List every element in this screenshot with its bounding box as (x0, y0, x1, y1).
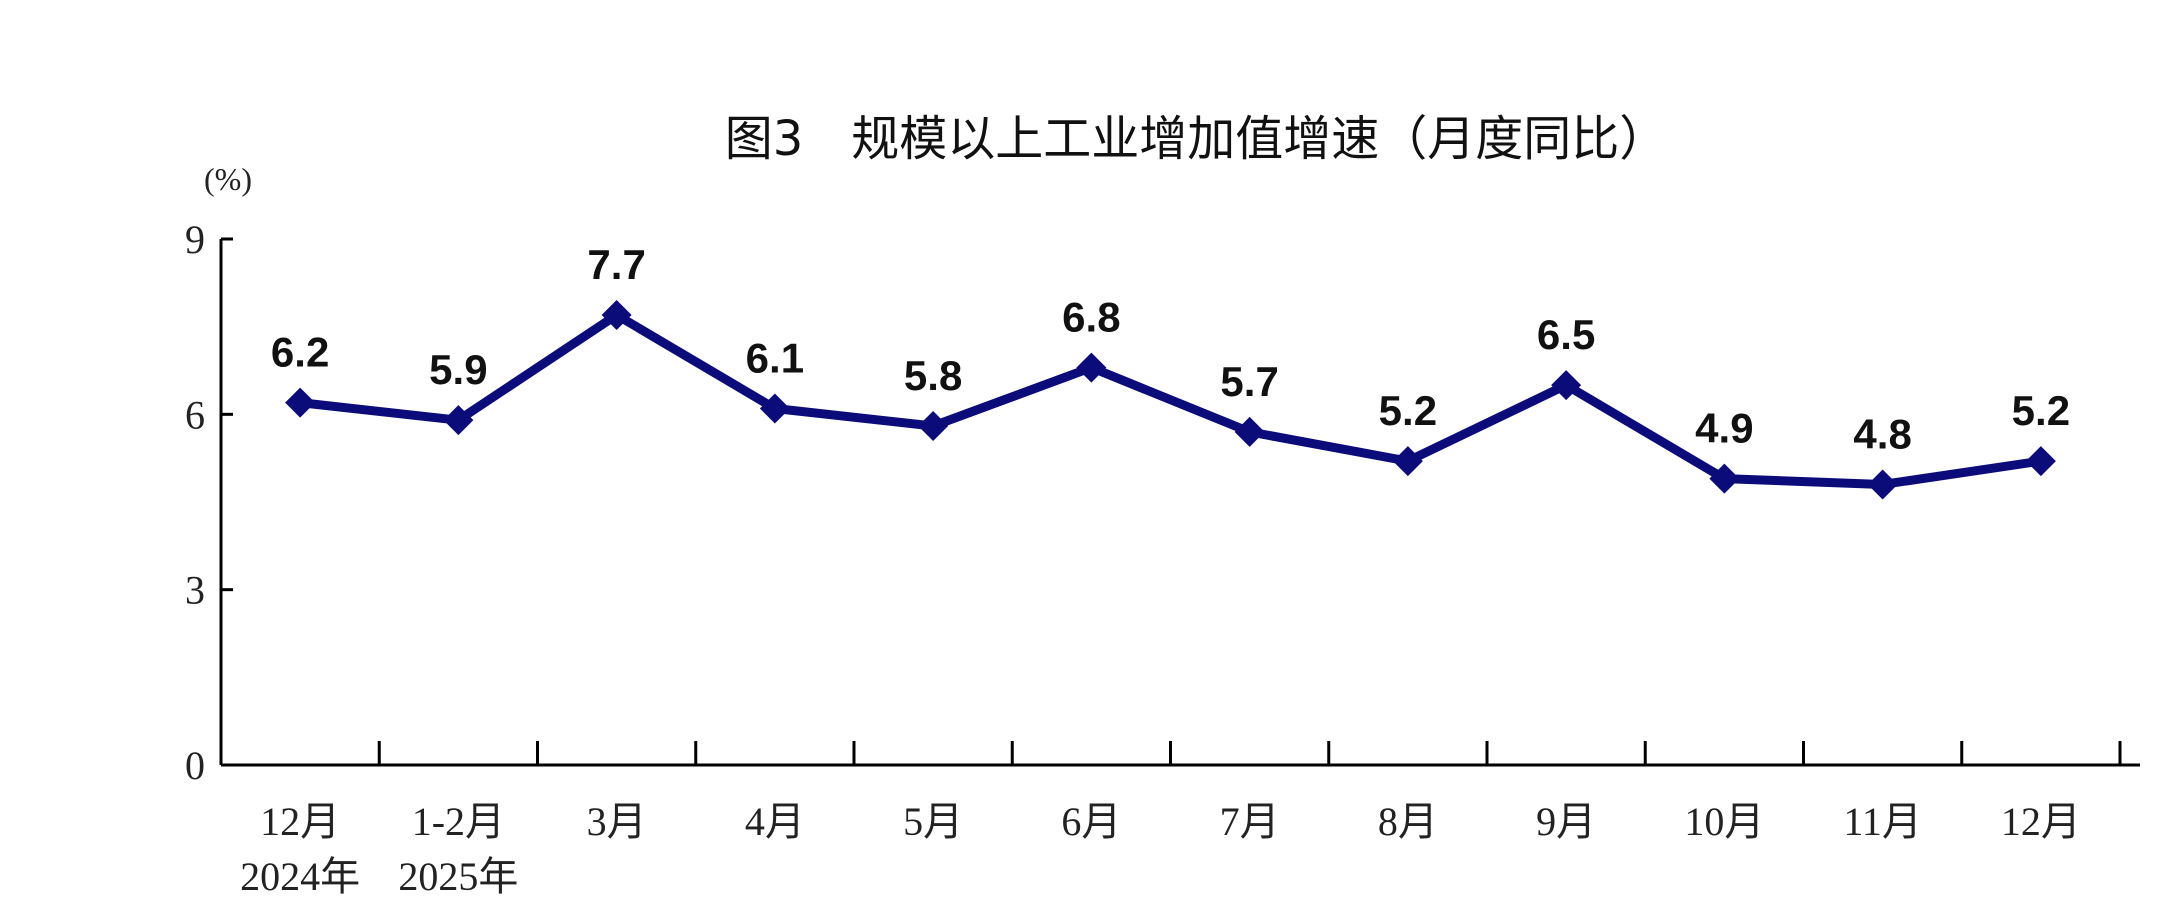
x-tick-label: 6月 (1061, 799, 1121, 844)
x-year-label: 2025年 (398, 854, 518, 899)
y-tick-label: 3 (185, 568, 205, 613)
data-label: 5.2 (1379, 387, 1437, 434)
data-point-marker (1551, 370, 1582, 401)
data-point-marker (443, 405, 474, 436)
data-label: 5.2 (2012, 387, 2070, 434)
y-axis-unit: (%) (204, 161, 252, 197)
x-tick-label: 11月 (1843, 799, 1922, 844)
axes: 0 3 6 9 12月 1-2月 3月 4月 5月 6月 7月 8月 9月 10月 11月 12月 2024年 2… (185, 217, 2140, 899)
data-point-marker (1392, 446, 1423, 477)
x-tick-label: 12月 (2001, 799, 2081, 844)
data-point-marker (285, 387, 316, 418)
x-tick-label: 8月 (1378, 799, 1438, 844)
data-point-marker (2025, 446, 2056, 477)
data-point-marker (1709, 463, 1740, 494)
x-tick-label: 4月 (745, 799, 805, 844)
data-point-marker (1076, 352, 1107, 383)
data-label: 6.5 (1537, 311, 1595, 358)
data-point-marker (1234, 416, 1265, 447)
x-tick-label: 1-2月 (412, 799, 505, 844)
x-tick-label: 10月 (1684, 799, 1764, 844)
data-label: 4.9 (1695, 405, 1753, 452)
data-label: 5.8 (904, 352, 962, 399)
x-tick-label: 12月 (260, 799, 340, 844)
data-point-marker (601, 299, 632, 330)
series-line (285, 299, 2056, 500)
data-label: 7.7 (587, 241, 645, 288)
y-tick-label: 0 (185, 743, 205, 788)
data-labels: 6.2 5.9 7.7 6.1 5.8 6.8 5.7 5.2 6.5 4.9 4.8 5.2 (271, 241, 2070, 457)
data-point-marker (918, 411, 949, 442)
chart-title: 图3 规模以上工业增加值增速（月度同比） (725, 111, 1668, 167)
series-path (299, 310, 2042, 489)
y-tick-label: 9 (185, 217, 205, 262)
data-point-marker (759, 393, 790, 424)
data-label: 6.2 (271, 329, 329, 376)
data-point-marker (1867, 469, 1898, 500)
data-label: 5.7 (1220, 358, 1278, 405)
x-year-label: 2024年 (240, 854, 360, 899)
x-tick-label: 7月 (1220, 799, 1280, 844)
y-tick-label: 6 (185, 392, 205, 437)
x-tick-label: 3月 (587, 799, 647, 844)
x-tick-label: 9月 (1536, 799, 1596, 844)
data-label: 4.8 (1853, 410, 1911, 457)
data-label: 6.1 (746, 334, 804, 381)
x-tick-label: 5月 (903, 799, 963, 844)
data-label: 5.9 (429, 346, 487, 393)
data-label: 6.8 (1062, 294, 1120, 341)
